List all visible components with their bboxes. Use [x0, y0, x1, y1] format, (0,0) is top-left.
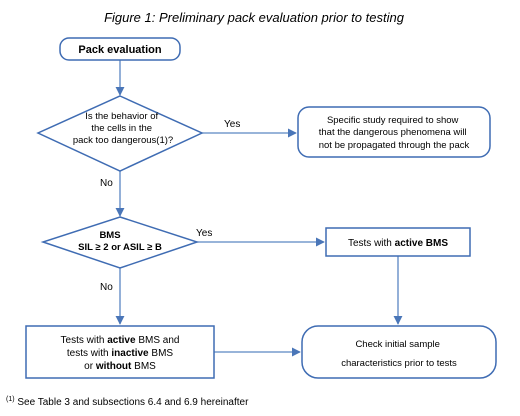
footnote: (1) See Table 3 and subsections 6.4 and …	[6, 394, 248, 409]
check-node-shape	[301, 325, 497, 379]
connectors	[115, 60, 403, 357]
check-line-2: characteristics prior to tests	[341, 358, 457, 369]
mixed-tests-node: Tests with active BMS and tests with ina…	[25, 325, 215, 379]
decision1-no-label: No	[100, 178, 113, 189]
check-line-1: Check initial sample	[355, 339, 439, 350]
study-node: Specific study required to show that the…	[297, 106, 491, 158]
active-tests-label: Tests with active BMS	[348, 238, 448, 249]
decision1-line-1: Is the behavior of	[85, 111, 158, 122]
decision2-label-line-2: SIL ≥ 2 or ASIL ≥ B	[78, 242, 162, 253]
start-node-label: Pack evaluation	[78, 44, 161, 56]
decision1-shape	[36, 95, 204, 172]
check-node: Check initial sample characteristics pri…	[301, 325, 497, 379]
study-line-2: that the dangerous phenomena will	[319, 127, 467, 138]
study-line-1: Specific study required to show	[327, 115, 459, 126]
decision2-yes-label: Yes	[196, 228, 212, 239]
footnote-text: See Table 3 and subsections 6.4 and 6.9 …	[14, 397, 249, 408]
decision2-node: BMS SIL ≥ 2 or ASIL ≥ B	[40, 216, 200, 269]
start-node-shape	[59, 37, 181, 61]
decision1-label: Is the behavior of the cells in the pack…	[73, 111, 173, 146]
decision1-yes-label: Yes	[224, 119, 240, 130]
start-node: Pack evaluation	[59, 37, 181, 61]
mixed-tests-line-2: tests with inactive BMS	[67, 348, 173, 359]
decision1-node: Is the behavior of the cells in the pack…	[36, 95, 204, 172]
decision2-shape	[40, 216, 200, 269]
mixed-tests-line-1: Tests with active BMS and	[61, 335, 180, 346]
decision1-line-2: the cells in the	[91, 123, 152, 134]
decision2-label-line-1: BMS	[99, 230, 120, 241]
active-tests-bold: active BMS	[395, 238, 449, 249]
active-tests-node: Tests with active BMS	[325, 227, 471, 257]
active-tests-prefix: Tests with	[348, 238, 395, 249]
study-node-label: Specific study required to show that the…	[319, 115, 470, 151]
study-line-3: not be propagated through the pack	[319, 140, 470, 151]
check-node-label: Check initial sample characteristics pri…	[341, 339, 457, 369]
decision1-line-3: pack too dangerous(1)?	[73, 135, 173, 146]
mixed-tests-line-3: or without BMS	[84, 361, 156, 372]
study-node-shape	[297, 106, 491, 158]
mixed-tests-shape	[25, 325, 215, 379]
footnote-marker: (1)	[6, 396, 15, 403]
active-tests-shape	[325, 227, 471, 257]
figure-title: Figure 1: Preliminary pack evaluation pr…	[104, 10, 405, 25]
decision2-no-label: No	[100, 282, 113, 293]
